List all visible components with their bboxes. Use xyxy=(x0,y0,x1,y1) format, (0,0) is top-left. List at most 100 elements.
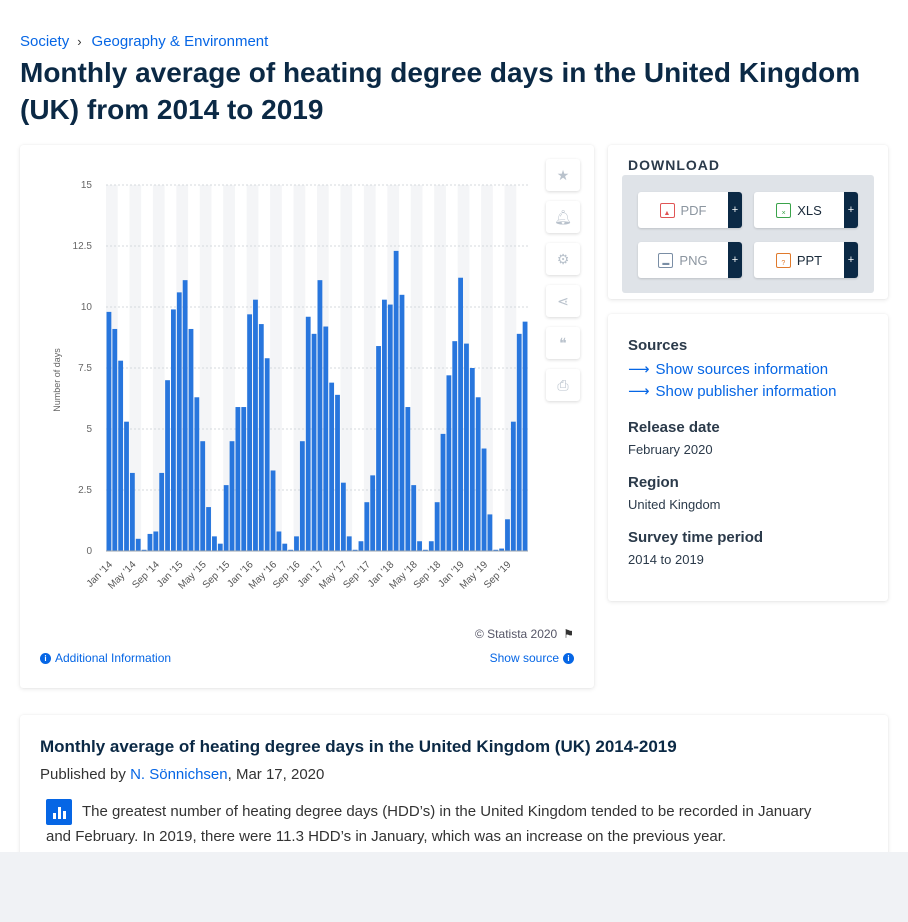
bar xyxy=(130,473,135,551)
bar xyxy=(517,334,522,551)
bar xyxy=(183,280,188,551)
download-xls-button[interactable]: × XLS + xyxy=(754,192,858,228)
bar xyxy=(359,541,364,551)
download-heading: DOWNLOAD xyxy=(628,157,720,173)
bar xyxy=(458,278,463,551)
published-date: , Mar 17, 2020 xyxy=(228,766,325,783)
bar xyxy=(282,544,287,551)
region-section: Region United Kingdom xyxy=(628,474,721,512)
bar xyxy=(370,475,375,551)
star-icon: ★ xyxy=(557,167,570,184)
additional-information-label: Additional Information xyxy=(55,651,171,665)
bar xyxy=(276,531,281,551)
author-link[interactable]: N. Sönnichsen xyxy=(130,766,228,783)
bar xyxy=(189,329,194,551)
bar xyxy=(446,375,451,551)
bar xyxy=(271,470,276,551)
download-pdf-label: PDF xyxy=(681,203,707,218)
bar xyxy=(388,305,393,551)
y-tick-label: 5 xyxy=(86,424,92,435)
bar xyxy=(112,329,117,551)
bar xyxy=(335,395,340,551)
breadcrumb: Society › Geography & Environment xyxy=(20,33,268,50)
download-card: DOWNLOAD ▲ PDF + × XLS + ▬ PNG + ? PPT + xyxy=(608,145,888,299)
share-icon: ⋖ xyxy=(557,293,569,310)
credit-text: © Statista 2020 xyxy=(475,627,557,641)
bar xyxy=(482,449,487,551)
bar xyxy=(523,322,528,551)
download-png-button[interactable]: ▬ PNG + xyxy=(638,242,742,278)
printer-icon: ⎙ xyxy=(557,377,568,394)
bar xyxy=(118,361,123,551)
bar xyxy=(323,327,328,551)
y-tick-label: 10 xyxy=(81,302,93,313)
show-source-link[interactable]: Show source i xyxy=(490,651,574,665)
bar xyxy=(394,251,399,551)
show-sources-link[interactable]: ⟶ Show sources information xyxy=(628,360,836,378)
print-button[interactable]: ⎙ xyxy=(546,369,580,401)
bar xyxy=(511,422,516,551)
bar xyxy=(194,397,199,551)
bar-chart: 02.557.51012.515Jan '14May '14Sep '14Jan… xyxy=(20,145,540,615)
statista-credit: © Statista 2020 ⚑ xyxy=(475,627,574,641)
survey-period-label: Survey time period xyxy=(628,529,763,546)
cite-button[interactable]: ❝ xyxy=(546,327,580,359)
breadcrumb-separator: › xyxy=(77,34,81,49)
show-publisher-link[interactable]: ⟶ Show publisher information xyxy=(628,382,836,400)
bar xyxy=(212,536,217,551)
bar xyxy=(411,485,416,551)
survey-period-value: 2014 to 2019 xyxy=(628,552,763,567)
release-date-section: Release date February 2020 xyxy=(628,419,720,457)
bar xyxy=(224,485,229,551)
bar xyxy=(265,358,270,551)
bar xyxy=(230,441,235,551)
bar xyxy=(464,344,469,551)
description-title: Monthly average of heating degree days i… xyxy=(40,737,677,757)
settings-button[interactable]: ⚙ xyxy=(546,243,580,275)
arrow-right-icon: ⟶ xyxy=(628,382,650,400)
chart-card: 0 2.5 5 7.5 10 12.5 15 Jan '14 May '14 Sep '14 Jan… xyxy=(20,145,594,688)
bar xyxy=(429,541,434,551)
quote-icon: ❝ xyxy=(559,335,567,352)
download-pdf-button[interactable]: ▲ PDF + xyxy=(638,192,742,228)
favorite-button[interactable]: ★ xyxy=(546,159,580,191)
bar xyxy=(165,380,170,551)
bar xyxy=(441,434,446,551)
bar xyxy=(417,541,422,551)
bar-chart-icon xyxy=(46,799,72,825)
bar xyxy=(452,341,457,551)
breadcrumb-link-geography[interactable]: Geography & Environment xyxy=(92,33,269,50)
y-tick-label: 2.5 xyxy=(78,485,92,496)
y-tick-label: 0 xyxy=(86,546,92,557)
bar xyxy=(241,407,246,551)
published-prefix: Published by xyxy=(40,766,130,783)
statistic-details-card: Sources ⟶ Show sources information ⟶ Sho… xyxy=(608,314,888,601)
sources-label: Sources xyxy=(628,337,836,354)
y-tick-label: 15 xyxy=(81,180,93,191)
arrow-right-icon: ⟶ xyxy=(628,360,650,378)
bar xyxy=(487,514,492,551)
plus-badge: + xyxy=(728,192,742,228)
bar xyxy=(200,441,205,551)
additional-information-link[interactable]: i Additional Information xyxy=(40,651,171,665)
bar xyxy=(306,317,311,551)
plus-badge: + xyxy=(728,242,742,278)
download-ppt-button[interactable]: ? PPT + xyxy=(754,242,858,278)
notification-button[interactable]: 🔔︎ xyxy=(546,201,580,233)
bar xyxy=(235,407,240,551)
y-axis-title: Number of days xyxy=(52,348,62,412)
share-button[interactable]: ⋖ xyxy=(546,285,580,317)
bar xyxy=(364,502,369,551)
sources-section: Sources ⟶ Show sources information ⟶ Sho… xyxy=(628,337,836,400)
bar xyxy=(341,483,346,551)
info-icon: i xyxy=(40,653,51,664)
bell-icon: 🔔︎ xyxy=(554,209,572,226)
breadcrumb-link-society[interactable]: Society xyxy=(20,33,69,50)
chart-toolbar: ★ 🔔︎ ⚙ ⋖ ❝ ⎙ xyxy=(546,159,582,411)
flag-icon[interactable]: ⚑ xyxy=(563,627,574,641)
bar xyxy=(148,534,153,551)
bar xyxy=(171,309,176,551)
download-panel: ▲ PDF + × XLS + ▬ PNG + ? PPT + xyxy=(622,175,874,293)
bar xyxy=(136,539,141,551)
description-text: The greatest number of heating degree da… xyxy=(46,803,811,845)
